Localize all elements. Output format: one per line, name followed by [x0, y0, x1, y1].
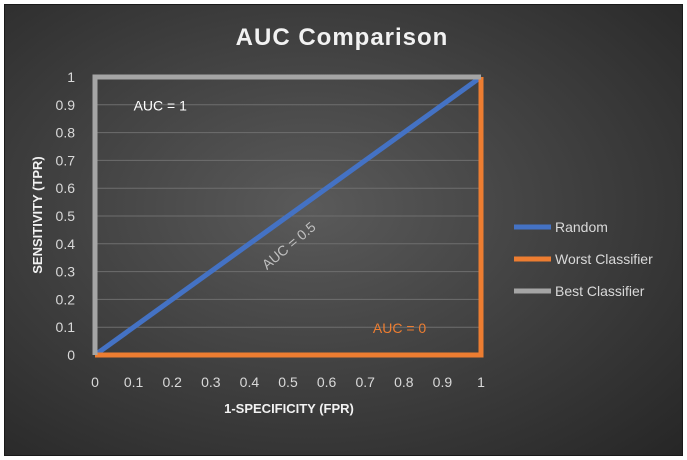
y-tick-label: 0.8	[56, 125, 76, 141]
annotations: AUC = 1 AUC = 0.5 AUC = 0	[134, 97, 427, 335]
chart-title: AUC Comparison	[236, 24, 449, 51]
y-tick-label: 0	[67, 347, 75, 363]
series-line-worst-classifier	[95, 77, 484, 358]
legend-label: Best Classifier	[555, 283, 645, 299]
y-tick-label: 0.4	[56, 236, 76, 252]
x-tick-label: 0.5	[278, 374, 298, 390]
plot-series	[92, 74, 484, 358]
x-tick-label: 0.7	[355, 374, 375, 390]
y-tick-labels: 0 0.1 0.2 0.3 0.4 0.5 0.6 0.7 0.8 0.9 1	[56, 69, 76, 363]
annotation-label: AUC = 0	[373, 320, 427, 336]
x-tick-label: 0.1	[124, 374, 144, 390]
x-tick-label: 1	[477, 374, 485, 390]
y-tick-label: 0.7	[56, 152, 76, 168]
y-tick-label: 0.1	[56, 319, 76, 335]
auc-chart: AUC Comparison 0 0.1 0.2 0.3 0.4 0.5 0.6 0.7 0.8…	[30, 24, 653, 416]
x-tick-label: 0.2	[162, 374, 182, 390]
x-tick-label: 0	[91, 374, 99, 390]
y-axis-title: SENSITIVITY (TPR)	[30, 156, 45, 274]
series-line-best-classifier	[92, 74, 481, 355]
y-tick-label: 0.2	[56, 291, 76, 307]
chart-area: AUC Comparison 0 0.1 0.2 0.3 0.4 0.5 0.6 0.7 0.8…	[4, 4, 683, 456]
y-tick-label: 0.9	[56, 97, 76, 113]
y-tick-label: 0.6	[56, 180, 76, 196]
annotation-label: AUC = 1	[134, 97, 188, 113]
y-tick-label: 0.5	[56, 208, 76, 224]
annotation-label: AUC = 0.5	[259, 218, 319, 272]
y-tick-label: 1	[67, 69, 75, 85]
x-tick-label: 0.4	[240, 374, 260, 390]
x-tick-label: 0.6	[317, 374, 337, 390]
x-tick-label: 0.9	[433, 374, 453, 390]
series-line-random	[93, 74, 483, 358]
x-tick-label: 0.3	[201, 374, 221, 390]
x-tick-labels: 0 0.1 0.2 0.3 0.4 0.5 0.6 0.7 0.8 0.9 1	[91, 374, 485, 390]
legend: Random Worst Classifier Best Classifier	[514, 219, 653, 299]
x-tick-label: 0.8	[394, 374, 414, 390]
legend-label: Worst Classifier	[555, 251, 653, 267]
y-tick-label: 0.3	[56, 264, 76, 280]
legend-label: Random	[555, 219, 608, 235]
x-axis-title: 1-SPECIFICITY (FPR)	[224, 401, 354, 416]
